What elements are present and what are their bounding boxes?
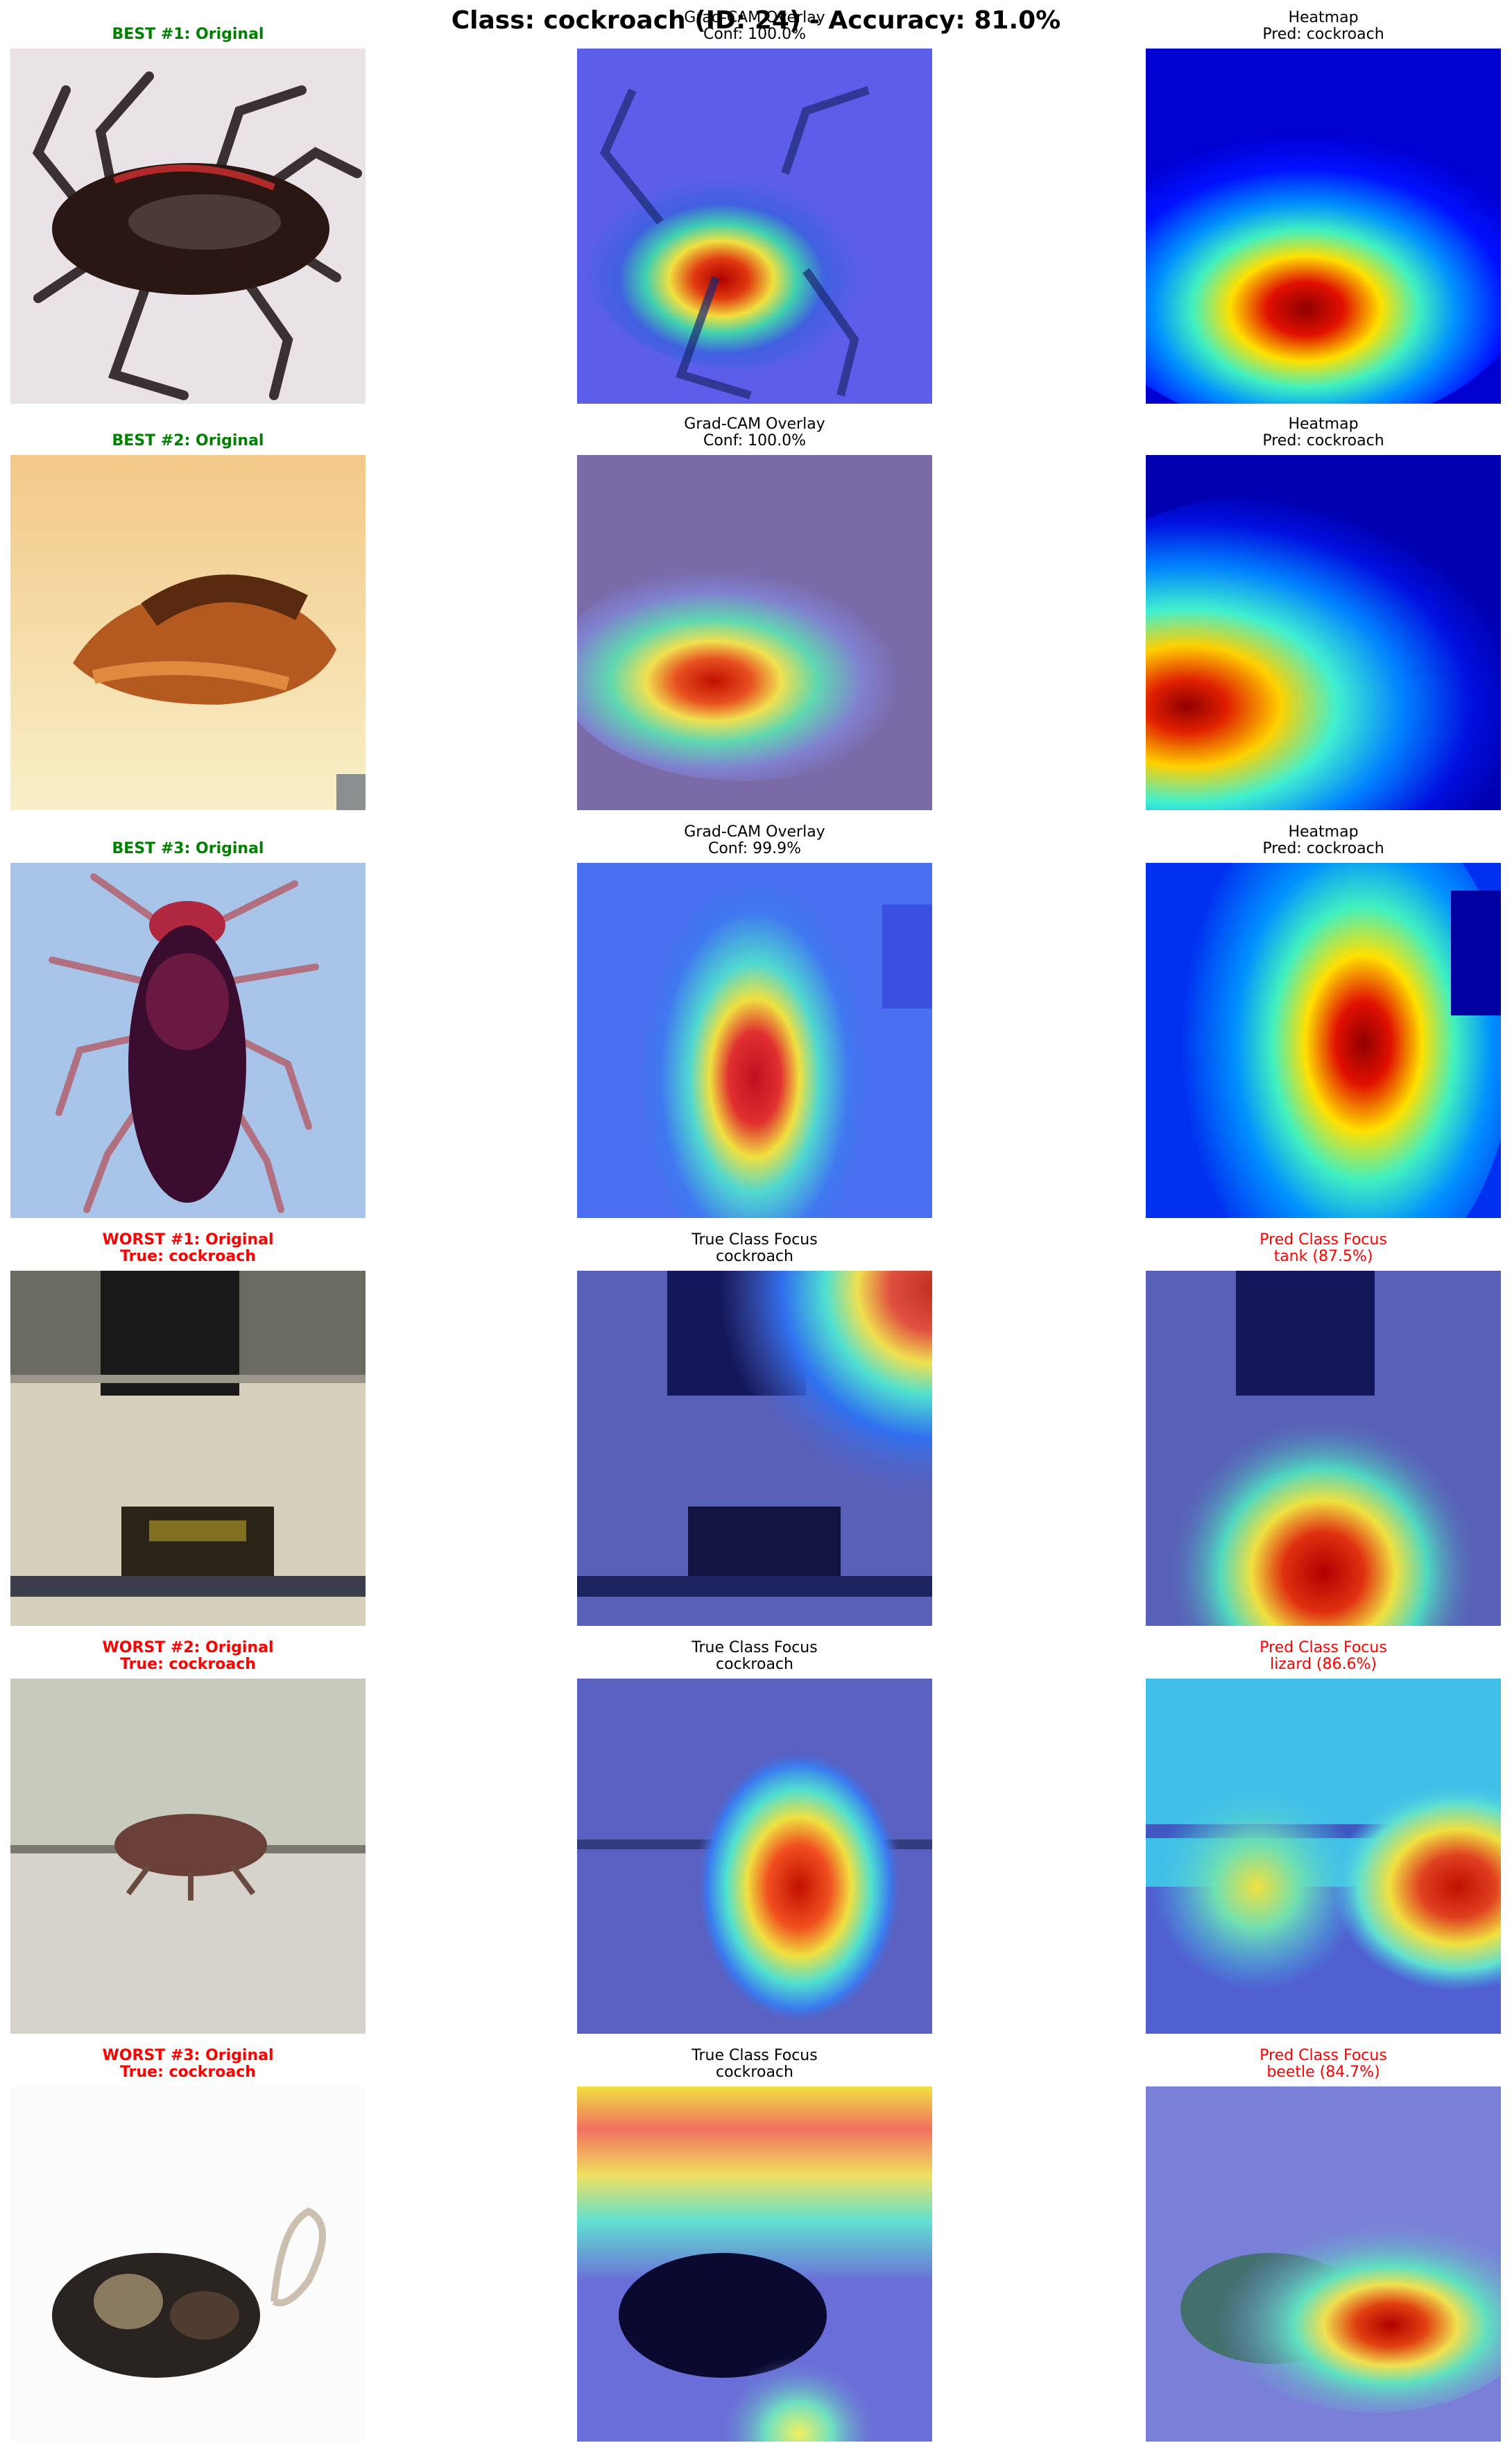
- row5-original-image: [10, 1679, 366, 2034]
- row3-original-image: [10, 863, 366, 1218]
- row5-pred-class-focus: [1146, 1679, 1501, 2034]
- row6-pred-focus-title: Pred Class Focus beetle (84.7%): [1260, 2047, 1387, 2081]
- row6-pred-class-focus: [1146, 2086, 1501, 2442]
- row2-heatmap: [1146, 455, 1501, 810]
- row6-true-class-focus: [577, 2086, 932, 2442]
- row5-true-class-focus: [577, 1679, 932, 2034]
- row4-pred-class-focus: [1146, 1271, 1501, 1626]
- row3-heatmap: [1146, 863, 1501, 1218]
- figure-title: Class: cockroach (ID: 24) - Accuracy: 81…: [451, 6, 1061, 35]
- row2-overlay-title: Grad-CAM Overlay Conf: 100.0%: [684, 415, 825, 449]
- row4-pred-focus-title: Pred Class Focus tank (87.5%): [1260, 1231, 1387, 1265]
- row6-original-image: [10, 2086, 366, 2442]
- row1-original-image: [10, 49, 366, 404]
- row3-heatmap-title: Heatmap Pred: cockroach: [1262, 823, 1384, 857]
- row4-original-image: [10, 1271, 366, 1626]
- row3-original-title: BEST #3: Original: [112, 840, 264, 857]
- row2-heatmap-title: Heatmap Pred: cockroach: [1262, 415, 1384, 449]
- row1-overlay-title: Grad-CAM Overlay Conf: 100.0%: [684, 9, 825, 43]
- row6-true-focus-title: True Class Focus cockroach: [691, 2047, 818, 2081]
- row4-true-class-focus: [577, 1271, 932, 1626]
- row3-gradcam-overlay: [577, 863, 932, 1218]
- row2-gradcam-overlay: [577, 455, 932, 810]
- row4-true-focus-title: True Class Focus cockroach: [691, 1231, 818, 1265]
- row2-original-title: BEST #2: Original: [112, 432, 264, 449]
- row5-original-title: WORST #2: Original True: cockroach: [102, 1639, 274, 1673]
- row4-original-title: WORST #1: Original True: cockroach: [102, 1231, 274, 1265]
- row3-overlay-title: Grad-CAM Overlay Conf: 99.9%: [684, 823, 825, 857]
- row2-original-image: [10, 455, 366, 810]
- row6-original-title: WORST #3: Original True: cockroach: [102, 2047, 274, 2081]
- row1-gradcam-overlay: [577, 49, 932, 404]
- row1-heatmap-title: Heatmap Pred: cockroach: [1262, 9, 1384, 43]
- row5-true-focus-title: True Class Focus cockroach: [691, 1639, 818, 1673]
- row1-original-title: BEST #1: Original: [112, 26, 264, 43]
- row5-pred-focus-title: Pred Class Focus lizard (86.6%): [1260, 1639, 1387, 1673]
- row1-heatmap: [1146, 49, 1501, 404]
